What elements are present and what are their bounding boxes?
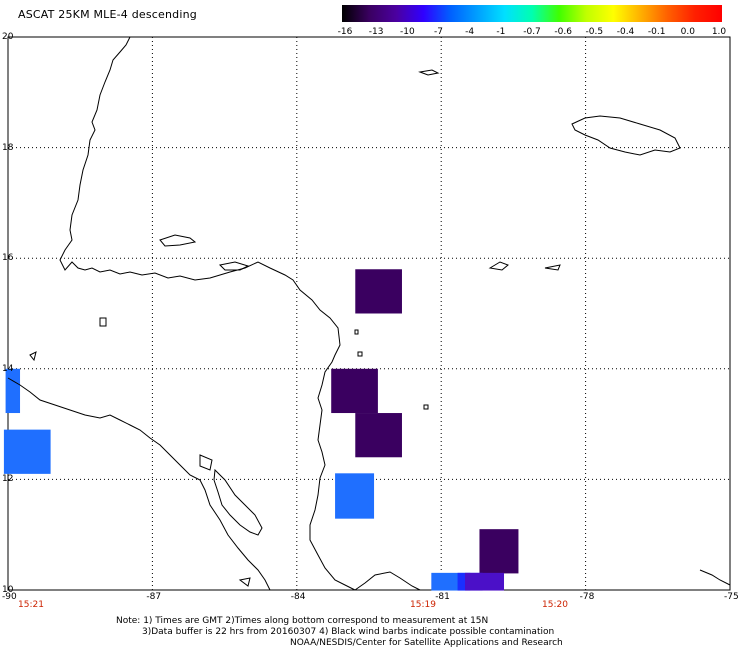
longitude-label: -87 (146, 592, 162, 602)
colorbar-tick-label: 0.0 (680, 27, 695, 37)
wind-cell (465, 572, 505, 591)
coast-gulf-honduras (7, 377, 271, 591)
longitude-label: -84 (290, 592, 306, 602)
colorbar-tick-label: -1 (496, 27, 506, 37)
colorbar-tick-label: -10 (399, 27, 415, 37)
colorbar-tick-label: -4 (465, 27, 475, 37)
wind-cell (479, 529, 519, 574)
latitude-label: 14 (2, 363, 14, 374)
coast-yucatan (59, 36, 356, 591)
note-line-1: Note: 1) Times are GMT 2)Times along bot… (116, 616, 489, 626)
time-label-east: 15:20 (542, 600, 568, 610)
note-line-3: NOAA/NESDIS/Center for Satellite Applica… (290, 638, 563, 648)
longitude-label: -75 (724, 592, 739, 602)
coast-islands-3 (354, 329, 359, 335)
coast-roatan (218, 261, 250, 271)
coast-islands-4 (357, 351, 363, 357)
colorbar (342, 5, 722, 22)
wind-cell (5, 368, 21, 414)
time-label-center: 15:19 (410, 600, 436, 610)
colorbar-tick-label: 1.0 (711, 27, 727, 37)
longitude-label: -90 (2, 592, 17, 602)
coast-costa-rica (354, 571, 421, 591)
colorbar-tick-label: -7 (434, 27, 443, 37)
coast-cayman (418, 69, 440, 76)
coast-islands-2 (29, 351, 37, 362)
colorbar-tick-label: -0.7 (523, 27, 541, 37)
colorbar-tick-label: -0.1 (647, 27, 666, 37)
map-title: ASCAT 25KM MLE-4 descending (18, 8, 197, 21)
coast-cozumel (159, 234, 197, 247)
colorbar-tick-label: -0.5 (585, 27, 604, 37)
coast-lake-nicaragua (213, 468, 263, 536)
coast-small-cays (544, 264, 561, 271)
latitude-label: 16 (2, 253, 14, 264)
latitude-label: 20 (2, 32, 14, 42)
longitude-label: -78 (579, 592, 595, 602)
wind-cell (331, 368, 378, 414)
colorbar-gradient (342, 5, 722, 22)
coastlines (7, 36, 731, 591)
coast-se-edge (699, 569, 731, 586)
time-label-west: 15:21 (18, 600, 44, 610)
note-line-2: 3)Data buffer is 22 hrs from 20160307 4)… (142, 627, 555, 637)
wind-cell (355, 413, 402, 458)
latitude-label: 10 (2, 585, 14, 595)
latitude-label: 12 (2, 474, 14, 485)
colorbar-tick-label: -0.6 (554, 27, 572, 37)
wind-cell (355, 269, 402, 314)
plot-frame (7, 36, 731, 591)
wind-cell (335, 473, 375, 519)
wind-cell (3, 429, 51, 474)
longitude-label: -81 (435, 592, 450, 602)
colorbar-tick-label: -13 (368, 27, 384, 37)
colorbar-tick-label: -0.4 (616, 27, 635, 37)
coast-isla-sw (238, 577, 251, 587)
colorbar-tick-label: -16 (337, 27, 353, 37)
latitude-label: 18 (2, 142, 14, 153)
coast-jamaica (571, 115, 681, 156)
wind-cells (3, 269, 519, 591)
coast-islands-1 (99, 317, 107, 327)
coast-lake-managua (199, 454, 213, 471)
coast-islands-5 (423, 404, 429, 410)
coast-isla-juventud (488, 261, 509, 271)
